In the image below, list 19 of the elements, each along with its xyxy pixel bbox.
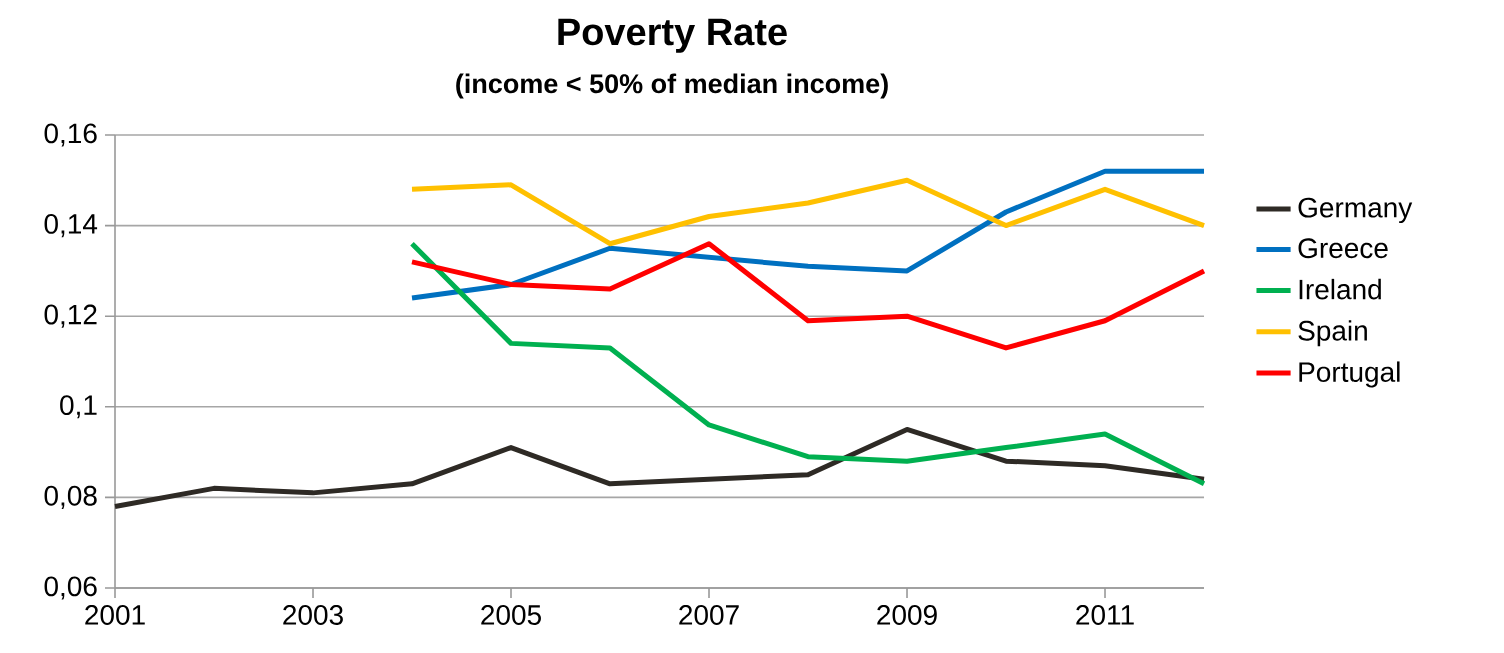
legend-label: Spain: [1298, 320, 1367, 347]
y-tick-label: 0,1: [60, 395, 97, 419]
chart-subtitle: (income < 50% of median income): [456, 73, 888, 99]
x-tick-label: 2011: [1076, 605, 1134, 625]
x-tick-label: 2005: [481, 605, 541, 625]
x-tick-label: 2007: [679, 605, 739, 625]
x-tick-label: 2009: [877, 605, 937, 625]
y-tick-label: 0,14: [44, 214, 98, 238]
y-tick-label: 0,06: [44, 576, 97, 600]
legend-label: Germany: [1298, 197, 1413, 224]
legend-label: Portugal: [1299, 361, 1400, 388]
legend-label: Ireland: [1299, 278, 1381, 300]
y-tick-label: 0,16: [44, 123, 97, 147]
x-tick-label: 2003: [283, 605, 343, 625]
legend-label: Greece: [1298, 238, 1388, 259]
y-tick-label: 0,08: [44, 485, 97, 509]
y-tick-label: 0,12: [44, 304, 97, 328]
chart-title: Poverty Rate: [558, 18, 787, 53]
x-tick-label: 2001: [85, 605, 145, 625]
